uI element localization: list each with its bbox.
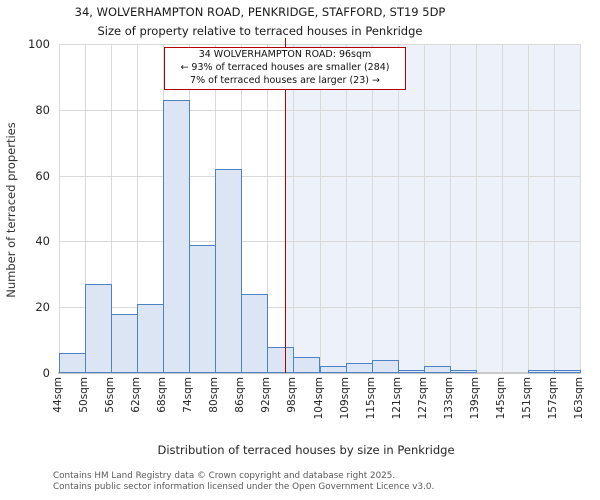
y-tick-label: 60 — [35, 168, 50, 183]
histogram-bar — [137, 303, 165, 373]
x-tick-label: 104sqm — [312, 377, 325, 420]
histogram-bar — [241, 294, 269, 373]
gridline-vertical — [137, 44, 138, 373]
plot-area — [59, 44, 581, 373]
x-tick-label: 133sqm — [442, 377, 455, 420]
x-tick-label: 151sqm — [520, 377, 533, 420]
gridline-vertical — [320, 44, 321, 373]
footer-line-2: Contains public sector information licen… — [53, 482, 435, 492]
histogram-bar — [345, 363, 373, 373]
footer-attribution: Contains HM Land Registry data © Crown c… — [53, 471, 434, 493]
gridline-vertical — [398, 44, 399, 373]
gridline-vertical — [293, 44, 294, 373]
x-tick-label: 109sqm — [338, 377, 351, 420]
histogram-bar — [267, 346, 295, 373]
gridline-vertical — [346, 44, 347, 373]
chart-title-block: 34, WOLVERHAMPTON ROAD, PENKRIDGE, STAFF… — [0, 3, 520, 40]
y-tick-label: 20 — [35, 300, 50, 315]
x-tick-label: 127sqm — [416, 377, 429, 420]
histogram-bar — [553, 369, 581, 373]
x-tick-label: 62sqm — [130, 377, 143, 413]
histogram-bar — [449, 369, 477, 373]
annotation-property-size: 34 WOLVERHAMPTON ROAD: 96sqm — [198, 49, 372, 60]
histogram-bar — [371, 359, 399, 373]
gridline-vertical — [372, 44, 373, 373]
x-tick-label: 115sqm — [364, 377, 377, 420]
x-tick-label: 68sqm — [156, 377, 169, 413]
x-tick-label: 56sqm — [104, 377, 117, 413]
gridline-horizontal — [59, 307, 580, 309]
histogram-bar — [397, 369, 425, 373]
footer-line-1: Contains HM Land Registry data © Crown c… — [53, 471, 396, 481]
x-tick-label: 98sqm — [286, 377, 299, 413]
histogram-bar — [85, 284, 113, 373]
gridline-vertical — [528, 44, 529, 373]
x-tick-label: 92sqm — [260, 377, 273, 413]
chart-title: 34, WOLVERHAMPTON ROAD, PENKRIDGE, STAFF… — [74, 5, 446, 19]
x-tick-label: 139sqm — [468, 377, 481, 420]
x-axis-label: Distribution of terraced houses by size … — [157, 443, 455, 457]
gridline-vertical — [424, 44, 425, 373]
x-tick-label: 80sqm — [208, 377, 221, 413]
histogram-bar — [527, 369, 555, 373]
histogram-bar — [215, 169, 243, 373]
x-tick-label: 86sqm — [234, 377, 247, 413]
y-tick-label: 40 — [35, 234, 50, 249]
gridline-vertical — [111, 44, 112, 373]
histogram-bar — [59, 353, 87, 373]
gridline-horizontal — [59, 241, 580, 243]
gridline-horizontal — [59, 109, 580, 111]
gridline-horizontal — [59, 44, 580, 45]
x-tick-label: 145sqm — [494, 377, 507, 420]
gridline-vertical — [59, 44, 60, 373]
x-tick-label: 44sqm — [52, 377, 64, 413]
x-tick-label: 50sqm — [78, 377, 91, 413]
histogram-bar — [423, 366, 451, 373]
gridline-vertical — [450, 44, 451, 373]
y-tick-label: 0 — [42, 366, 50, 380]
gridline-vertical — [554, 44, 555, 373]
gridline-vertical — [267, 44, 268, 373]
gridline-vertical — [502, 44, 503, 373]
x-tick-label: 157sqm — [546, 377, 559, 420]
y-tick-label: 80 — [35, 102, 50, 117]
larger-than-property-region — [284, 44, 580, 373]
x-tick-label: 163sqm — [573, 377, 585, 420]
x-tick-label: 74sqm — [182, 377, 195, 413]
gridline-vertical — [580, 44, 581, 373]
x-tick-label: 121sqm — [390, 377, 403, 420]
annotation-smaller-stat: ← 93% of terraced houses are smaller (28… — [180, 61, 390, 73]
property-size-marker-line — [284, 38, 287, 373]
histogram-bar — [293, 356, 321, 373]
chart-subtitle: Size of property relative to terraced ho… — [97, 24, 423, 38]
gridline-vertical — [85, 44, 86, 373]
gridline-horizontal — [59, 175, 580, 177]
gridline-vertical — [476, 44, 477, 373]
histogram-bar — [189, 244, 217, 373]
property-annotation-box: 34 WOLVERHAMPTON ROAD: 96sqm ← 93% of te… — [164, 47, 406, 90]
histogram-bar — [319, 366, 347, 373]
histogram-bar — [163, 99, 191, 373]
annotation-larger-stat: 7% of terraced houses are larger (23) → — [190, 74, 380, 86]
y-tick-label: 100 — [28, 37, 50, 51]
y-axis-label: Number of terraced properties — [4, 122, 18, 298]
histogram-bar — [111, 313, 139, 373]
x-axis-line — [58, 372, 581, 374]
